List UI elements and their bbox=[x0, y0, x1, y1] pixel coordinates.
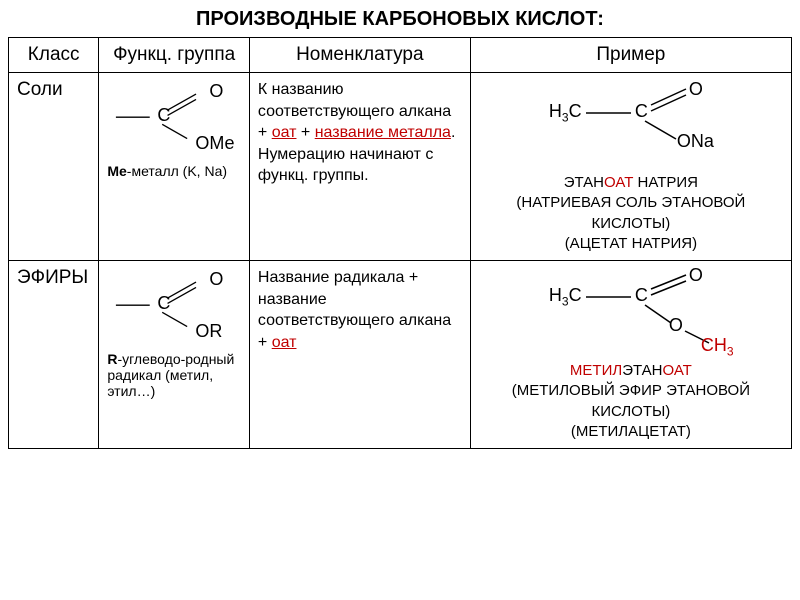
table-row: Соли C O ОМе Ме-металл (K, Na) bbox=[9, 73, 792, 261]
func-formula-esters: C O OR bbox=[107, 267, 241, 347]
nom-text-esters: Название радикала + название соответству… bbox=[258, 267, 462, 353]
ex-formula-salts: H3C C O ONa bbox=[531, 79, 731, 169]
func-cell-salts: C O ОМе Ме-металл (K, Na) bbox=[99, 73, 250, 261]
ex-cell-salts: H3C C O ONa ЭТАНОАТ НАТРИЯ (НАТРИЕВАЯ СО… bbox=[470, 73, 791, 261]
atom-ch3: CH3 bbox=[701, 335, 734, 359]
cap-post: НАТРИЯ bbox=[633, 174, 698, 191]
header-func: Функц. группа bbox=[99, 38, 250, 73]
atom-c: C bbox=[635, 101, 648, 122]
func-formula-salts: C O ОМе bbox=[107, 79, 241, 159]
nom-red1: оат bbox=[272, 334, 297, 351]
header-ex: Пример bbox=[470, 38, 791, 73]
func-note-rest: -металл (K, Na) bbox=[127, 163, 227, 179]
nom-red1: оат bbox=[272, 124, 297, 141]
atom-or: OR bbox=[195, 321, 222, 342]
atom-c: C bbox=[157, 293, 170, 314]
nom-cell-salts: К названию соответствующего алкана + оат… bbox=[249, 73, 470, 261]
class-cell-salts: Соли bbox=[9, 73, 99, 261]
cap-red1: МЕТИЛ bbox=[570, 362, 622, 379]
table-header-row: Класс Функц. группа Номенклатура Пример bbox=[9, 38, 792, 73]
cap-mid: ЭТАН bbox=[622, 362, 662, 379]
nom-cell-esters: Название радикала + название соответству… bbox=[249, 261, 470, 449]
ex-formula-esters: H3C C O O CH3 bbox=[531, 267, 731, 357]
nom-text-salts: К названию соответствующего алкана + оат… bbox=[258, 79, 462, 187]
cap-red2: ОАТ bbox=[663, 362, 692, 379]
func-note-esters: R-углеводо-родный радикал (метил, этил…) bbox=[107, 351, 241, 399]
func-cell-esters: C O OR R-углеводо-родный радикал (метил,… bbox=[99, 261, 250, 449]
table-row: ЭФИРЫ C O OR R-углеводо-родный радикал (… bbox=[9, 261, 792, 449]
cap-line3: (МЕТИЛАЦЕТАТ) bbox=[571, 423, 691, 440]
ex-caption-esters: МЕТИЛЭТАНОАТ (МЕТИЛОВЫЙ ЭФИР ЭТАНОВОЙ КИ… bbox=[479, 361, 783, 442]
cap-red: ОАТ bbox=[604, 174, 633, 191]
atom-o: O bbox=[689, 79, 703, 100]
cap-line2: (НАТРИЕВАЯ СОЛЬ ЭТАНОВОЙ КИСЛОТЫ) bbox=[516, 194, 745, 231]
atom-o: O bbox=[209, 269, 223, 290]
atom-o: O bbox=[689, 265, 703, 286]
func-note-prefix: Ме bbox=[107, 163, 126, 179]
header-nom: Номенклатура bbox=[249, 38, 470, 73]
nom-p2: + bbox=[296, 124, 314, 141]
page-title: ПРОИЗВОДНЫЕ КАРБОНОВЫХ КИСЛОТ: bbox=[8, 8, 792, 31]
func-note-salts: Ме-металл (K, Na) bbox=[107, 163, 241, 179]
header-class: Класс bbox=[9, 38, 99, 73]
nom-red2: название металла bbox=[315, 124, 451, 141]
cap-pre: ЭТАН bbox=[564, 174, 604, 191]
class-cell-esters: ЭФИРЫ bbox=[9, 261, 99, 449]
atom-o2: O bbox=[669, 315, 683, 336]
func-note-rest: -углеводо-родный радикал (метил, этил…) bbox=[107, 351, 234, 399]
atom-h3c: H3C bbox=[549, 285, 582, 309]
cap-line3: (АЦЕТАТ НАТРИЯ) bbox=[565, 235, 697, 252]
ex-caption-salts: ЭТАНОАТ НАТРИЯ (НАТРИЕВАЯ СОЛЬ ЭТАНОВОЙ … bbox=[479, 173, 783, 254]
atom-o: O bbox=[209, 81, 223, 102]
derivatives-table: Класс Функц. группа Номенклатура Пример … bbox=[8, 37, 792, 449]
atom-c: C bbox=[157, 105, 170, 126]
atom-h3c: H3C bbox=[549, 101, 582, 125]
cap-line2: (МЕТИЛОВЫЙ ЭФИР ЭТАНОВОЙ КИСЛОТЫ) bbox=[512, 382, 750, 419]
func-note-prefix: R bbox=[107, 351, 117, 367]
atom-c: C bbox=[635, 285, 648, 306]
ex-cell-esters: H3C C O O CH3 МЕТИЛЭТАНОАТ (МЕТИЛОВЫЙ ЭФ… bbox=[470, 261, 791, 449]
atom-ome: ОМе bbox=[195, 133, 234, 154]
atom-ona: ONa bbox=[677, 131, 714, 152]
